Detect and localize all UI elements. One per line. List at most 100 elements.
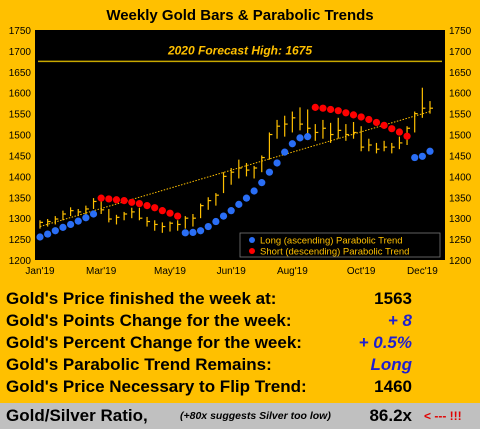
y-tick-label-right: 1250 (449, 235, 472, 246)
chart-svg: Weekly Gold Bars & Parabolic Trends 1200… (9, 7, 472, 277)
parabolic-dot (296, 134, 304, 142)
forecast-label: 2020 Forecast High: 1675 (167, 43, 312, 57)
y-tick-label-left: 1300 (9, 214, 32, 225)
parabolic-dot (59, 223, 67, 231)
parabolic-dot (418, 152, 426, 160)
parabolic-dot (342, 109, 350, 117)
y-tick-label-right: 1650 (449, 68, 472, 79)
parabolic-dot (51, 227, 59, 235)
y-tick-label-right: 1350 (449, 193, 472, 204)
parabolic-dot (288, 140, 296, 148)
parabolic-dot (242, 194, 251, 202)
parabolic-dot (426, 147, 434, 155)
y-tick-label-left: 1750 (9, 26, 32, 37)
stat-row-trend: Gold's Parabolic Trend Remains: Long (0, 354, 480, 376)
ratio-value: 86.2x (369, 406, 412, 425)
y-tick-label-left: 1600 (9, 89, 32, 100)
parabolic-dot (89, 210, 98, 218)
gold-silver-ratio-row: Gold/Silver Ratio, (+80x suggests Silver… (0, 403, 480, 429)
parabolic-dot (349, 111, 358, 119)
y-tick-label-right: 1750 (449, 26, 472, 37)
stat-label: Gold's Price Necessary to Flip Trend: (6, 377, 307, 396)
parabolic-dot (227, 207, 235, 215)
parabolic-dot (326, 105, 335, 114)
parabolic-dot (66, 220, 75, 229)
parabolic-dot (219, 212, 228, 220)
legend-label: Short (descending) Parabolic Trend (260, 247, 409, 258)
y-tick-label-right: 1600 (449, 89, 472, 100)
parabolic-dot (212, 217, 220, 226)
parabolic-dot (250, 187, 258, 195)
y-tick-label-left: 1650 (9, 68, 32, 79)
ratio-note: (+80x suggests Silver too low) (180, 410, 331, 422)
y-tick-label-right: 1400 (449, 172, 472, 183)
parabolic-dot (304, 133, 312, 141)
legend-marker (249, 237, 255, 243)
parabolic-dot (181, 229, 189, 237)
parabolic-dot (311, 103, 319, 111)
y-tick-label-left: 1400 (9, 172, 32, 183)
y-tick-label-right: 1450 (449, 151, 472, 162)
parabolic-dot (82, 214, 90, 222)
parabolic-dot (380, 121, 388, 129)
y-tick-label-left: 1250 (9, 235, 32, 246)
y-tick-label-left: 1550 (9, 110, 32, 121)
parabolic-dot (74, 217, 82, 225)
stat-row-price: Gold's Price finished the week at: 1563 (0, 288, 480, 310)
parabolic-dot (334, 107, 342, 115)
parabolic-dot (258, 179, 266, 187)
parabolic-dot (151, 204, 159, 212)
stat-label: Gold's Points Change for the week: (6, 311, 292, 330)
parabolic-dot (319, 104, 327, 112)
ratio-label: Gold/Silver Ratio, (6, 406, 148, 425)
parabolic-dot (44, 230, 52, 238)
parabolic-dot (158, 207, 166, 215)
legend-label: Long (ascending) Parabolic Trend (260, 236, 403, 247)
parabolic-dot (36, 233, 44, 241)
y-tick-label-right: 1550 (449, 110, 472, 121)
stat-row-points-change: Gold's Points Change for the week: + 8 (0, 310, 480, 332)
y-tick-label-right: 1500 (449, 131, 472, 142)
stat-label: Gold's Parabolic Trend Remains: (6, 355, 272, 374)
y-tick-label-right: 1300 (449, 214, 472, 225)
parabolic-dot (411, 153, 419, 162)
parabolic-dot (395, 128, 404, 136)
x-tick-label: Aug'19 (277, 266, 308, 277)
stat-value: + 0.5% (358, 333, 412, 352)
parabolic-dot (357, 113, 365, 121)
x-tick-label: Oct'19 (347, 266, 376, 277)
parabolic-dot (166, 209, 174, 217)
y-tick-label-right: 1700 (449, 47, 472, 58)
parabolic-dot (281, 148, 289, 156)
y-tick-label-left: 1450 (9, 151, 32, 162)
legend-marker (249, 248, 255, 254)
parabolic-dot (189, 228, 197, 236)
parabolic-dot (265, 168, 274, 176)
x-tick-label: Jan'19 (25, 266, 55, 277)
parabolic-dot (120, 197, 128, 205)
stats-panel: Gold's Price finished the week at: 1563 … (0, 288, 480, 398)
parabolic-dot (372, 118, 381, 127)
stat-row-flip-price: Gold's Price Necessary to Flip Trend: 14… (0, 376, 480, 398)
stat-value: + 8 (387, 311, 412, 330)
x-tick-label: Mar'19 (86, 266, 117, 277)
y-tick-label-right: 1200 (449, 256, 472, 267)
gold-chart: Weekly Gold Bars & Parabolic Trends 1200… (9, 7, 472, 277)
ratio-arrow: < --- !!! (424, 409, 462, 423)
stat-value: 1460 (374, 377, 412, 396)
stat-value: Long (370, 355, 412, 374)
parabolic-dot (204, 222, 212, 231)
parabolic-dot (388, 125, 396, 133)
parabolic-dot (128, 198, 136, 206)
stat-value: 1563 (374, 289, 412, 308)
y-tick-label-left: 1350 (9, 193, 32, 204)
parabolic-dot (196, 227, 205, 235)
plot-area (35, 30, 445, 260)
parabolic-dot (105, 195, 113, 203)
parabolic-dot (403, 132, 411, 140)
y-tick-label-left: 1500 (9, 131, 32, 142)
chart-title: Weekly Gold Bars & Parabolic Trends (106, 7, 373, 24)
parabolic-dot (174, 212, 182, 220)
stat-row-percent-change: Gold's Percent Change for the week: + 0.… (0, 332, 480, 354)
parabolic-dot (97, 194, 105, 202)
